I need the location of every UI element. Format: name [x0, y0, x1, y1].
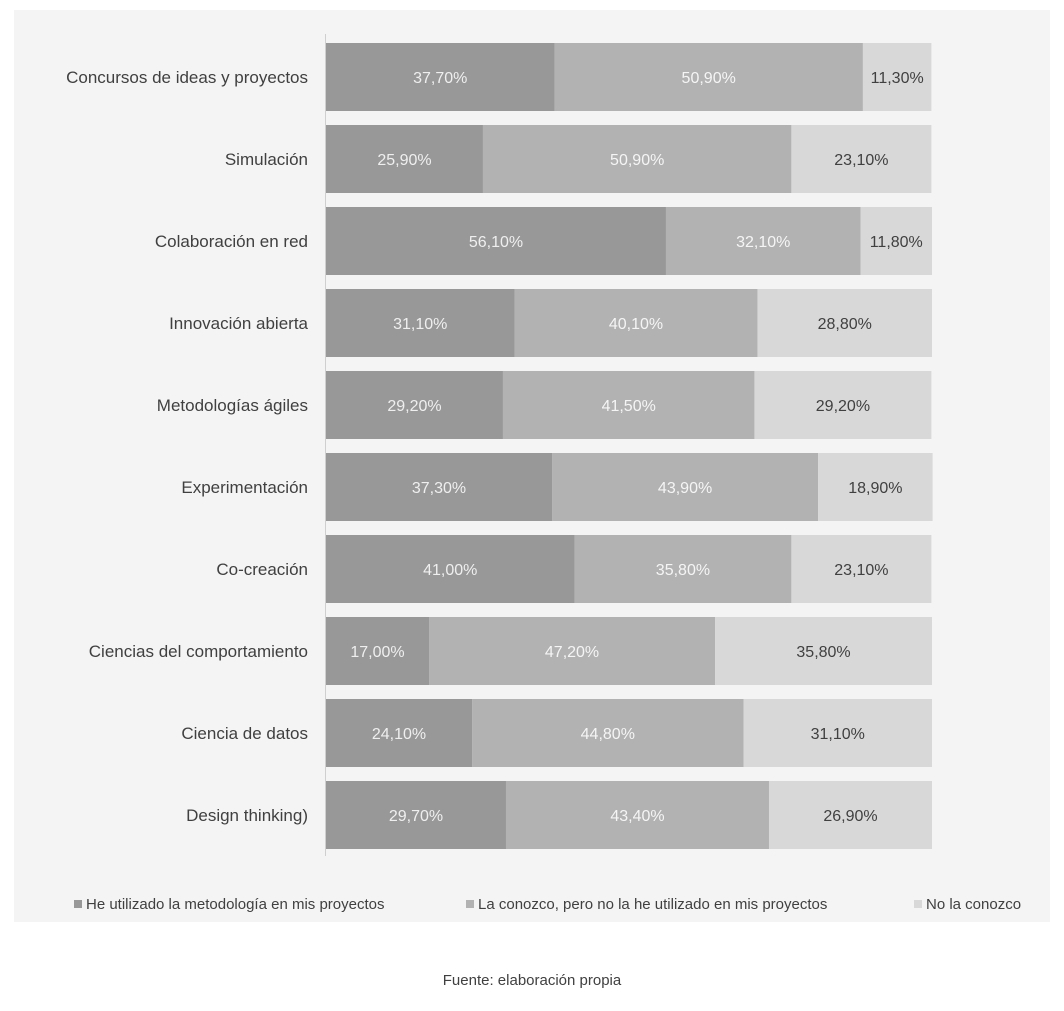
data-label: 31,10%: [811, 726, 865, 743]
bar-segment-1: [326, 535, 575, 603]
category-label: Design thinking): [186, 806, 308, 825]
data-label: 18,90%: [848, 480, 902, 497]
chart-plot: Concursos de ideas y proyectos 37,70% 50,9…: [66, 34, 933, 856]
data-label: 23,10%: [834, 152, 888, 169]
bar-segment-1: [326, 699, 473, 767]
legend-swatch-unknown: [914, 900, 922, 908]
category-label: Ciencia de datos: [181, 724, 308, 743]
bar-segment-3: [754, 371, 932, 439]
bar-segment-3: [743, 699, 932, 767]
bar-segment-1: [326, 453, 553, 521]
bar-segment-1: [326, 207, 666, 275]
data-label: 43,90%: [658, 480, 712, 497]
bar-segment-2: [482, 125, 792, 193]
bar-segment-3: [818, 453, 933, 521]
data-label: 35,80%: [656, 562, 710, 579]
data-label: 23,10%: [834, 562, 888, 579]
category-label: Concursos de ideas y proyectos: [66, 68, 308, 87]
bar-segment-3: [768, 781, 932, 849]
bar-segment-1: [326, 371, 503, 439]
bar-segment-1: [326, 43, 555, 111]
data-label: 26,90%: [823, 808, 877, 825]
data-label: 44,80%: [581, 726, 635, 743]
bar-segment-3: [715, 617, 932, 685]
data-label: 24,10%: [372, 726, 426, 743]
bar-segment-1: [326, 289, 515, 357]
data-label: 50,90%: [682, 70, 736, 87]
data-label: 31,10%: [393, 316, 447, 333]
data-label: 17,00%: [350, 644, 404, 661]
source-note: Fuente: elaboración propia: [442, 972, 622, 989]
category-label: Ciencias del comportamiento: [89, 642, 308, 661]
bar-segment-3: [862, 43, 932, 111]
bar-segment-1: [326, 125, 483, 193]
data-label: 29,20%: [387, 398, 441, 415]
data-label: 29,20%: [816, 398, 870, 415]
legend-swatch-known: [466, 900, 474, 908]
category-label: Experimentación: [181, 478, 308, 497]
data-label: 37,30%: [412, 480, 466, 497]
bar-segment-2: [554, 43, 863, 111]
bar-segment-2: [665, 207, 861, 275]
bar-segment-2: [505, 781, 769, 849]
data-label: 43,40%: [610, 808, 664, 825]
bar-segment-3: [791, 535, 932, 603]
legend-item-used: He utilizado la metodología en mis proye…: [74, 896, 385, 913]
bar-segment-1: [326, 781, 506, 849]
category-label: Metodologías ágiles: [157, 396, 308, 415]
bar-segment-3: [791, 125, 932, 193]
data-label: 41,50%: [602, 398, 656, 415]
category-label: Colaboración en red: [155, 232, 308, 251]
legend-item-known: La conozco, pero no la he utilizado en m…: [466, 896, 827, 913]
bar-segment-3: [757, 289, 932, 357]
category-label: Simulación: [225, 150, 308, 169]
bar-segment-2: [502, 371, 755, 439]
legend-label-used: He utilizado la metodología en mis proye…: [86, 896, 385, 913]
data-label: 47,20%: [545, 644, 599, 661]
data-label: 56,10%: [469, 234, 523, 251]
chart-panel: Concursos de ideas y proyectos 37,70% 50,9…: [14, 10, 1050, 922]
data-label: 25,90%: [377, 152, 431, 169]
bar-segment-2: [552, 453, 819, 521]
data-label: 35,80%: [796, 644, 850, 661]
data-label: 28,80%: [818, 316, 872, 333]
data-label: 11,30%: [871, 70, 924, 87]
legend-item-unknown: No la conozco: [914, 896, 1021, 913]
data-label: 40,10%: [609, 316, 663, 333]
legend-label-known: La conozco, pero no la he utilizado en m…: [478, 896, 828, 913]
data-label: 29,70%: [389, 808, 443, 825]
data-label: 32,10%: [736, 234, 790, 251]
category-label: Innovación abierta: [169, 314, 308, 333]
legend-label-unknown: No la conozco: [926, 896, 1022, 913]
data-label: 50,90%: [610, 152, 664, 169]
data-label: 41,00%: [423, 562, 477, 579]
data-label: 37,70%: [413, 70, 467, 87]
category-label: Co-creación: [216, 560, 308, 579]
bar-segment-2: [574, 535, 792, 603]
legend: He utilizado la metodología en mis proye…: [74, 896, 1044, 918]
data-label: 11,80%: [870, 234, 923, 251]
bar-segment-3: [860, 207, 932, 275]
bar-segment-1: [326, 617, 430, 685]
legend-swatch-used: [74, 900, 82, 908]
bar-segment-2: [514, 289, 758, 357]
bar-segment-2: [429, 617, 716, 685]
bar-segment-2: [472, 699, 744, 767]
